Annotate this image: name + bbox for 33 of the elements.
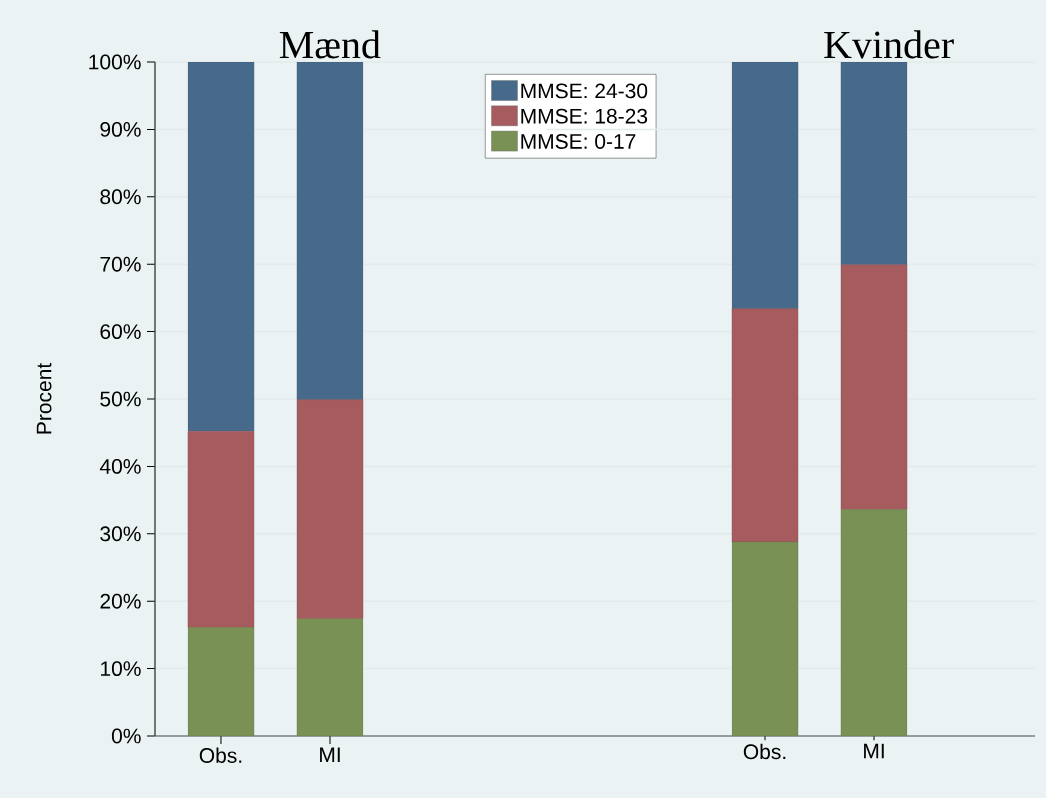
y-tick-label: 50% (100, 391, 141, 407)
bar (296, 399, 364, 619)
y-tick-label: 40% (99, 458, 141, 474)
x-tick-label: MI (320, 747, 340, 762)
chart-title: Mænd (279, 30, 381, 59)
x-tick-label: Obs. (743, 743, 786, 760)
bar (187, 431, 255, 628)
legend-label: MMSE: 18-23 (521, 108, 648, 124)
chart-title: Kvinder (824, 30, 954, 59)
y-axis-title: Procent (36, 362, 52, 434)
legend-label: MMSE: 0-17 (521, 134, 636, 149)
y-tick-label: 0% (111, 728, 141, 744)
bar (187, 627, 255, 736)
bar (731, 61, 799, 309)
y-tick-label: 30% (100, 526, 141, 542)
bar (840, 509, 908, 736)
y-tick-label: 10% (101, 661, 141, 677)
bar (731, 308, 799, 543)
bar (840, 61, 908, 266)
x-tick-label: MI (864, 743, 884, 759)
y-tick-label: 60% (100, 324, 141, 340)
y-tick-label: 90% (100, 121, 141, 137)
y-tick-label: 20% (100, 593, 141, 609)
bar (731, 541, 799, 736)
x-tick-label: Obs. (199, 747, 242, 763)
y-tick-label: 70% (100, 256, 141, 272)
legend-label: MMSE: 24-30 (521, 83, 648, 99)
bar (187, 61, 255, 432)
bar (296, 618, 364, 736)
y-tick-label: 80% (100, 189, 141, 205)
bar (296, 61, 364, 400)
bar (840, 264, 908, 510)
y-tick-label: 100% (89, 54, 141, 70)
